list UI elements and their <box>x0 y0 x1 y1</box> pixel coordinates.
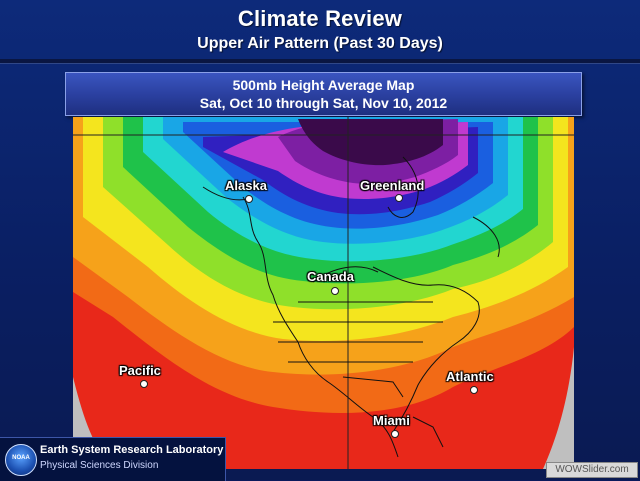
height-map: Alaska Greenland Canada Pacific Atlantic… <box>73 117 574 469</box>
low-core <box>298 119 443 166</box>
map-header: 500mb Height Average Map Sat, Oct 10 thr… <box>65 72 582 116</box>
location-label-atlantic: Atlantic <box>446 369 494 384</box>
slide-title: Climate Review <box>237 6 403 31</box>
map-title: 500mb Height Average Map <box>232 77 415 93</box>
noaa-logo-text: NOAA <box>12 455 30 461</box>
location-marker-canada <box>331 287 339 295</box>
contour-map-svg <box>73 117 574 469</box>
location-marker-pacific <box>140 380 148 388</box>
map-edge-right <box>543 347 574 469</box>
noaa-logo-icon: NOAA <box>5 444 37 476</box>
map-date-range: Sat, Oct 10 through Sat, Nov 10, 2012 <box>199 95 448 111</box>
lab-name: Earth System Research Laboratory <box>40 444 224 456</box>
location-label-pacific: Pacific <box>119 363 161 378</box>
location-label-miami: Miami <box>373 413 410 428</box>
location-marker-alaska <box>245 195 253 203</box>
location-label-greenland: Greenland <box>360 178 425 193</box>
location-marker-miami <box>391 430 399 438</box>
slide-subtitle: Upper Air Pattern (Past 30 Days) <box>197 35 443 52</box>
watermark: WOWSlider.com <box>546 462 638 478</box>
location-marker-atlantic <box>470 386 478 394</box>
coastlines <box>202 156 500 458</box>
title-divider <box>0 59 640 63</box>
lab-credit: NOAA Earth System Research Laboratory Ph… <box>0 437 226 481</box>
location-label-canada: Canada <box>307 269 354 284</box>
location-marker-greenland <box>395 194 403 202</box>
location-label-alaska: Alaska <box>225 178 267 193</box>
lab-division: Physical Sciences Division <box>40 460 159 471</box>
